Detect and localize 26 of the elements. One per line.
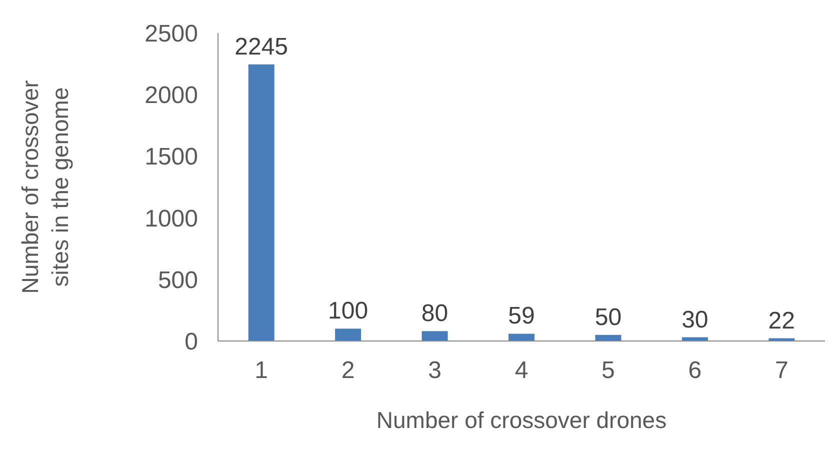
bar: [248, 64, 274, 341]
data-label: 59: [508, 302, 535, 330]
y-tick-label: 500: [158, 266, 198, 294]
x-tick-label: 7: [774, 357, 788, 384]
data-label: 50: [594, 304, 622, 331]
y-tick-label: 1500: [144, 144, 198, 171]
data-label: 100: [328, 298, 368, 325]
data-label: 80: [421, 300, 448, 328]
x-tick-label: 5: [602, 357, 615, 384]
y-axis-title: Number of crossover sites in the genome: [17, 80, 73, 294]
x-tick-label: 3: [428, 357, 442, 384]
x-axis-title: Number of crossover drones: [376, 407, 667, 433]
y-tick-label: 2500: [144, 20, 198, 48]
x-tick-label: 2: [341, 357, 355, 384]
x-tick-label: 6: [688, 357, 702, 384]
bar: [335, 328, 362, 341]
bar: [422, 331, 448, 341]
data-label: 30: [682, 306, 708, 334]
data-label: 22: [768, 307, 795, 334]
y-tick-label: 1000: [144, 205, 198, 232]
bar: [508, 334, 534, 341]
y-tick-label: 2000: [144, 82, 198, 110]
data-label: 2245: [234, 33, 288, 60]
y-tick-label: 0: [184, 328, 198, 356]
x-tick-label: 4: [514, 357, 528, 384]
x-tick-label: 1: [254, 357, 268, 384]
